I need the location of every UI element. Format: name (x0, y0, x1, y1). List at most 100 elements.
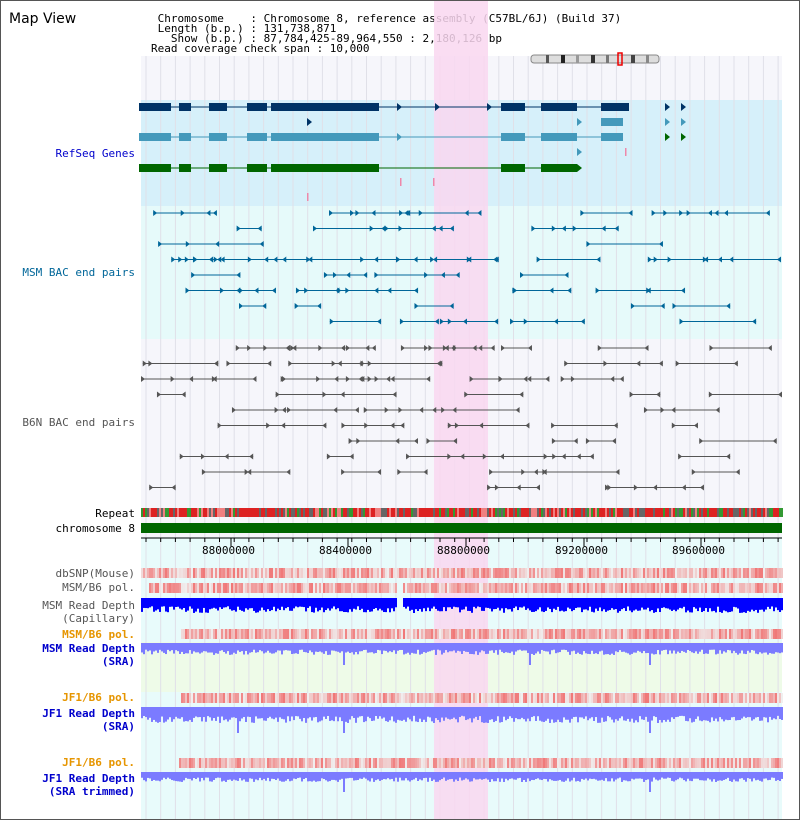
msm-sra-depth-bar (761, 643, 763, 654)
jf1-sra-depth-bar (587, 707, 589, 721)
msm-capillary-depth-bar (455, 598, 457, 608)
msm-sra-depth-bar (593, 643, 595, 654)
gene-strand-arrow (577, 118, 582, 126)
msm-bac-pair-end (679, 318, 684, 325)
jf1-b6-pol-heat-cell (185, 693, 187, 703)
b6n-bac-pair-end (451, 345, 456, 351)
msm-capillary-depth-bar (335, 598, 337, 610)
msm-capillary-depth-bar (229, 598, 231, 610)
repeat-segment (373, 508, 375, 517)
jf1-b6-pol-trim-heat-cell (501, 758, 503, 768)
msm-capillary-depth-bar (257, 598, 259, 613)
dbsnp-heat-cell (589, 568, 591, 578)
jf1-b6-pol-trim-heat-cell (507, 758, 509, 768)
msm-capillary-depth-bar (711, 598, 713, 612)
msm-capillary-depth-bar (339, 598, 341, 612)
jf1-sra-depth-bar (413, 707, 415, 716)
b6n-bac-pair-end (189, 376, 194, 382)
repeat-segment (413, 508, 415, 517)
msm-b6-pol-sra-heat-cell (713, 629, 715, 639)
dbsnp-heat-cell (621, 568, 623, 578)
msm-b6-pol-sra-heat-cell (601, 629, 603, 639)
msm-sra-depth-bar (517, 643, 519, 651)
msm-sra-depth-bar (737, 643, 739, 655)
jf1-trim-depth-bar (565, 772, 567, 781)
jf1-b6-pol-trim-heat-cell (243, 758, 245, 768)
msm-b6-pol-heat-cell (593, 583, 595, 593)
b6n-bac-end-pairs-label[interactable]: B6N BAC end pairs (22, 416, 135, 429)
msm-capillary-depth-bar (155, 598, 157, 611)
msm-capillary-depth-bar (749, 598, 751, 612)
jf1-trim-depth-bar (511, 772, 513, 779)
msm-b6-pol-heat-cell (705, 583, 707, 593)
msm-capillary-depth-bar (327, 598, 329, 609)
msm-b6-pol-heat-cell (683, 583, 685, 593)
jf1-b6-pol-trim-heat-cell (353, 758, 355, 768)
repeat-segment (239, 508, 241, 517)
jf1-b6-pol-heat-cell (273, 693, 275, 703)
jf1-sra-depth-bar (443, 707, 445, 721)
jf1-sra-depth-bar (767, 707, 769, 723)
b6n-bac-pair-end (693, 422, 698, 429)
msm-sra-depth-bar (631, 643, 633, 654)
repeat-segment (477, 508, 479, 517)
msm-bac-end-pairs-label[interactable]: MSM BAC end pairs (22, 266, 135, 279)
jf1-trim-depth-bar (659, 772, 661, 780)
msm-sra-depth-bar (237, 643, 239, 651)
msm-b6-pol-heat-cell (571, 583, 573, 593)
jf1-b6-pol-trim-heat-cell (463, 758, 465, 768)
msm-b6-pol-sra-heat-cell (181, 629, 183, 639)
msm-sra-depth-bar (571, 643, 573, 652)
jf1-trim-depth-bar (325, 772, 327, 781)
msm-capillary-depth-bar (215, 598, 217, 609)
jf1-sra-depth-bar (693, 707, 695, 722)
msm-b6-pol-heat-cell (229, 583, 231, 593)
refseq-genes-label[interactable]: RefSeq Genes (55, 147, 135, 160)
repeat-segment (193, 508, 195, 517)
jf1-b6-pol-heat-cell (217, 693, 219, 703)
jf1-sra-depth-bar (721, 707, 723, 720)
msm-sra-depth-bar (435, 643, 437, 655)
msm-sra-depth-bar (731, 643, 733, 654)
jf1-b6-pol-trim-heat-cell (667, 758, 669, 768)
msm-b6-pol-sra-heat-cell (709, 629, 711, 639)
jf1-sra-depth-bar (313, 707, 315, 718)
msm-sra-depth-bar (383, 643, 385, 651)
msm-b6-pol-heat-cell (413, 583, 415, 593)
jf1-trim-depth-bar (481, 772, 483, 780)
msm-sra-depth-bar (289, 643, 291, 651)
jf1-b6-pol-heat-cell (427, 693, 429, 703)
dbsnp-heat-cell (631, 568, 633, 578)
msm-capillary-depth-bar (459, 598, 461, 613)
msm-bac-pair-end (440, 272, 445, 278)
jf1-sra-depth-bar (619, 707, 621, 719)
repeat-segment (603, 508, 605, 517)
jf1-trim-depth-bar (357, 772, 359, 781)
msm-b6-pol-heat-cell (649, 583, 651, 593)
jf1-b6-pol-heat-cell (245, 693, 247, 703)
msm-sra-depth-bar (553, 643, 555, 650)
repeat-segment (643, 508, 645, 517)
jf1-b6-pol-trim-heat-cell (717, 758, 719, 768)
jf1-trim-depth-bar (449, 772, 451, 780)
jf1-b6-pol-heat-cell (337, 693, 339, 703)
msm-b6-pol-sra-heat-cell (387, 629, 389, 639)
msm-sra-depth-bar (311, 643, 313, 653)
jf1-b6-pol-heat-cell (249, 693, 251, 703)
jf1-sra-depth-bar (333, 707, 335, 722)
b6n-bac-pair-end (772, 438, 777, 444)
msm-b6-pol-heat-cell (659, 583, 661, 593)
repeat-segment (407, 508, 409, 517)
msm-b6-pol-heat-cell (567, 583, 569, 593)
dbsnp-heat-cell (561, 568, 563, 578)
jf1-trim-depth-bar (699, 772, 701, 781)
b6n-bac-pair-end (266, 422, 271, 429)
b6n-bac-pair-end (515, 407, 520, 413)
jf1-sra-depth-bar (489, 707, 491, 720)
jf1-b6-pol-trim-heat-cell (607, 758, 609, 768)
jf1-sra-depth-bar (251, 707, 253, 723)
jf1-b6-pol-trim-heat-cell (373, 758, 375, 768)
jf1-trim-depth-bar (525, 772, 527, 782)
jf1-b6-pol-heat-cell (573, 693, 575, 703)
